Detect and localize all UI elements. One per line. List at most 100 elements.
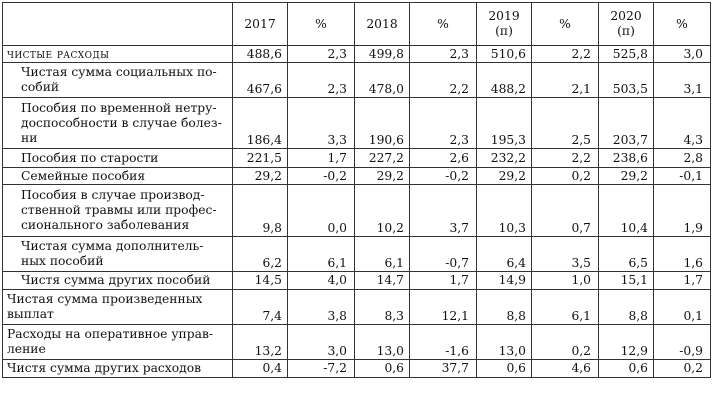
percent-cell: 0,7: [531, 184, 599, 237]
value-cell: 467,6: [232, 62, 288, 98]
header-pct-2017: %: [287, 2, 355, 46]
table-row: Семейные пособия 29,2 -0,2 29,2 -0,2 29,2 0,2 2…: [2, 167, 711, 185]
value-cell: 9,8: [232, 184, 288, 237]
value-cell: 29,2: [354, 167, 410, 185]
percent-cell: 6,1: [287, 236, 355, 272]
percent-cell: 1,6: [653, 236, 711, 272]
value-cell: 10,2: [354, 184, 410, 237]
value-cell: 488,2: [476, 62, 532, 98]
value-cell: 238,6: [598, 148, 654, 168]
percent-cell: 0,2: [531, 167, 599, 185]
header-2017: 2017: [232, 2, 288, 46]
percent-cell: 3,1: [653, 62, 711, 98]
table-row: Пособия по временной нетру- доспособност…: [2, 97, 711, 149]
value-cell: 8,3: [354, 289, 410, 325]
row-label: Семейные пособия: [2, 167, 233, 185]
value-cell: 6,1: [354, 236, 410, 272]
percent-cell: 3,5: [531, 236, 599, 272]
percent-cell: 2,8: [653, 148, 711, 168]
percent-cell: 37,7: [409, 359, 477, 378]
percent-cell: 3,7: [409, 184, 477, 237]
value-cell: 510,6: [476, 45, 532, 63]
percent-cell: -1,6: [409, 324, 477, 360]
value-cell: 8,8: [598, 289, 654, 325]
percent-cell: 2,3: [409, 97, 477, 149]
percent-cell: 3,0: [653, 45, 711, 63]
percent-cell: -7,2: [287, 359, 355, 378]
percent-cell: 2,3: [409, 45, 477, 63]
value-cell: 190,6: [354, 97, 410, 149]
value-cell: 525,8: [598, 45, 654, 63]
value-cell: 0,6: [598, 359, 654, 378]
value-cell: 6,5: [598, 236, 654, 272]
percent-cell: 1,7: [287, 148, 355, 168]
value-cell: 29,2: [476, 167, 532, 185]
value-cell: 8,8: [476, 289, 532, 325]
value-cell: 10,3: [476, 184, 532, 237]
value-cell: 29,2: [232, 167, 288, 185]
percent-cell: 3,0: [287, 324, 355, 360]
header-blank: [2, 2, 233, 46]
value-cell: 14,5: [232, 271, 288, 290]
value-cell: 14,7: [354, 271, 410, 290]
value-cell: 221,5: [232, 148, 288, 168]
percent-cell: 6,1: [531, 289, 599, 325]
percent-cell: -0,7: [409, 236, 477, 272]
row-label: Пособия по временной нетру- доспособност…: [2, 97, 233, 149]
row-label: Пособия по старости: [2, 148, 233, 168]
percent-cell: 1,0: [531, 271, 599, 290]
table-row: Чистя сумма других пособий 14,5 4,0 14,7 1,7…: [2, 271, 711, 290]
table-row: Чистя сумма других расходов 0,4 -7,2 0,6 37,…: [2, 359, 711, 378]
value-cell: 0,6: [476, 359, 532, 378]
header-2019: 2019 (п): [476, 2, 532, 46]
table-row: Чистая сумма дополнитель- ных пособий 6,2…: [2, 236, 711, 272]
percent-cell: 4,0: [287, 271, 355, 290]
value-cell: 13,0: [476, 324, 532, 360]
percent-cell: 2,2: [409, 62, 477, 98]
value-cell: 195,3: [476, 97, 532, 149]
percent-cell: 12,1: [409, 289, 477, 325]
row-label: Чистя сумма других пособий: [2, 271, 233, 290]
header-2020: 2020 (п): [598, 2, 654, 46]
value-cell: 29,2: [598, 167, 654, 185]
percent-cell: 1,7: [409, 271, 477, 290]
value-cell: 232,2: [476, 148, 532, 168]
header-2018: 2018: [354, 2, 410, 46]
percent-cell: 2,1: [531, 62, 599, 98]
percent-cell: 4,3: [653, 97, 711, 149]
table-row: Пособия в случае производ- ственной трав…: [2, 184, 711, 237]
percent-cell: 2,2: [531, 45, 599, 63]
value-cell: 13,2: [232, 324, 288, 360]
percent-cell: 0,1: [653, 289, 711, 325]
percent-cell: 1,7: [653, 271, 711, 290]
percent-cell: 0,2: [653, 359, 711, 378]
percent-cell: 2,3: [287, 62, 355, 98]
value-cell: 0,4: [232, 359, 288, 378]
value-cell: 6,2: [232, 236, 288, 272]
header-row: 2017 % 2018 % 2019 (п) % 2020 (п) %: [2, 2, 711, 46]
value-cell: 10,4: [598, 184, 654, 237]
table-row: Чистая сумма социальных по- собий 467,6 2,…: [2, 62, 711, 98]
row-label: Расходы на оперативное управ- ление: [2, 324, 233, 360]
row-label: Чистая сумма дополнитель- ных пособий: [2, 236, 233, 272]
percent-cell: 4,6: [531, 359, 599, 378]
percent-cell: -0,2: [409, 167, 477, 185]
header-pct-2020: %: [653, 2, 711, 46]
value-cell: 227,2: [354, 148, 410, 168]
expenses-table: 2017 % 2018 % 2019 (п) % 2020 (п) % чист…: [2, 2, 711, 378]
percent-cell: 0,0: [287, 184, 355, 237]
percent-cell: -0,2: [287, 167, 355, 185]
table-row: Пособия по старости 221,5 1,7 227,2 2,6 232,2…: [2, 148, 711, 168]
value-cell: 488,6: [232, 45, 288, 63]
percent-cell: 2,6: [409, 148, 477, 168]
percent-cell: 2,3: [287, 45, 355, 63]
percent-cell: 1,9: [653, 184, 711, 237]
row-label: Пособия в случае производ- ственной трав…: [2, 184, 233, 237]
value-cell: 503,5: [598, 62, 654, 98]
table-row: чистые расходы 488,6 2,3 499,8 2,3 510,6 2,2 52…: [2, 45, 711, 63]
value-cell: 186,4: [232, 97, 288, 149]
value-cell: 478,0: [354, 62, 410, 98]
row-label: Чистая сумма произведенных выплат: [2, 289, 233, 325]
header-pct-2019: %: [531, 2, 599, 46]
value-cell: 13,0: [354, 324, 410, 360]
